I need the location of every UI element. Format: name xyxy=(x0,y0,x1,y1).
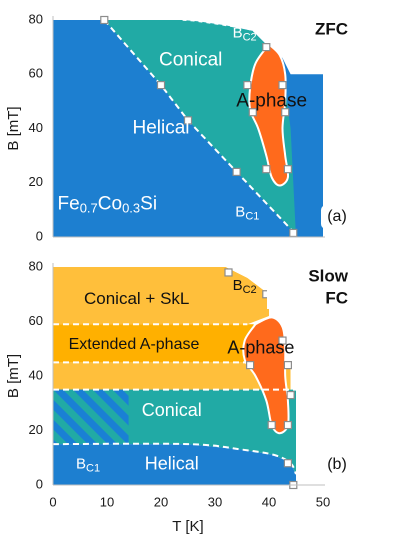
data-marker xyxy=(100,15,109,25)
boundary-label-c1: BC1 xyxy=(235,204,259,223)
compound-sub1: 0.7 xyxy=(80,201,98,216)
boundary-label-c2-base: B xyxy=(233,277,243,294)
boundary-label-c2-sub: C2 xyxy=(243,284,257,296)
data-marker xyxy=(278,336,287,345)
extended-a-phase-region xyxy=(53,324,269,363)
boundary-label-c2-base: B xyxy=(233,25,243,42)
bc2-line xyxy=(182,19,270,48)
region-label-conical: Conical xyxy=(142,400,202,420)
data-marker xyxy=(246,361,255,370)
x-tick-label: 10 xyxy=(100,494,114,509)
corner-label-box xyxy=(267,265,327,309)
y-tick-label: 80 xyxy=(29,11,43,26)
x-tick-label: 20 xyxy=(154,494,168,509)
boundary-label-c2: BC2 xyxy=(233,25,257,44)
corner-label: Slow xyxy=(308,266,348,285)
paramagnetic-region-low xyxy=(296,389,323,485)
x-tick-label: 30 xyxy=(208,494,222,509)
data-marker xyxy=(156,80,166,90)
y-tick-label: 0 xyxy=(36,476,43,491)
y-tick-label: 80 xyxy=(29,258,43,273)
data-marker xyxy=(262,43,271,52)
x-tick-label: 40 xyxy=(262,494,276,509)
region-label-conical: Conical xyxy=(159,50,222,71)
x-tick-label: 0 xyxy=(49,494,56,509)
panel-label-box xyxy=(321,205,353,229)
boundary-label-c1: BC1 xyxy=(76,456,100,475)
corner-label-box xyxy=(267,18,327,42)
region-label-helical: Helical xyxy=(145,453,199,473)
corner-label: ZFC xyxy=(315,19,348,38)
x-tick-label: 50 xyxy=(316,494,330,509)
data-marker xyxy=(283,459,292,468)
a-phase-region xyxy=(242,316,290,435)
skl-region xyxy=(53,267,269,325)
region-label-skl: Conical + SkL xyxy=(84,289,189,308)
y-tick-label: 0 xyxy=(36,228,43,243)
data-marker xyxy=(262,165,271,174)
panel-label: (a) xyxy=(327,208,347,225)
data-marker xyxy=(224,268,233,277)
data-marker xyxy=(283,420,292,430)
compound-sub2: 0.3 xyxy=(122,201,140,216)
data-marker xyxy=(248,108,257,117)
y-axis-label: B [mT] xyxy=(5,354,22,398)
region-label-extended: Extended A-phase xyxy=(69,336,200,353)
compound-end: Si xyxy=(140,193,157,214)
panel-label-box xyxy=(321,453,353,477)
y-axis-label: B [mT] xyxy=(5,106,22,150)
y-tick-label: 40 xyxy=(29,120,43,135)
x-axis-label: T [K] xyxy=(172,518,203,535)
boundary-label-c1-base: B xyxy=(235,204,245,221)
data-marker xyxy=(183,116,193,125)
data-marker xyxy=(267,420,276,430)
data-marker xyxy=(289,228,298,238)
paramagnetic-region-mid xyxy=(290,316,323,390)
data-marker xyxy=(232,167,241,176)
compound-base: Fe xyxy=(58,193,80,214)
corner-label: FC xyxy=(325,288,348,307)
y-tick-label: 40 xyxy=(29,367,43,382)
boundary-label-c1-base: B xyxy=(76,456,86,473)
data-marker xyxy=(281,108,290,117)
boundary-label-c1-sub: C1 xyxy=(245,210,259,222)
hatched-region xyxy=(53,389,129,445)
y-tick-label: 60 xyxy=(29,66,43,81)
compound-mid: Co xyxy=(98,193,122,214)
boundary-label-c2-sub: C2 xyxy=(243,31,257,43)
data-marker xyxy=(286,390,295,400)
data-marker xyxy=(283,361,292,370)
y-tick-label: 20 xyxy=(29,174,43,189)
data-marker xyxy=(283,165,292,174)
boundary-label-c1-sub: C1 xyxy=(86,462,100,474)
y-tick-label: 20 xyxy=(29,422,43,437)
helical-region xyxy=(53,444,296,485)
compound-label: Fe0.7Co0.3Si xyxy=(58,193,158,215)
boundary-label-c2: BC2 xyxy=(233,277,257,296)
region-label-a_phase: A-phase xyxy=(236,90,307,111)
data-marker xyxy=(243,80,252,90)
data-marker xyxy=(278,80,287,90)
panel-label: (b) xyxy=(327,456,347,473)
region-label-a_phase: A-phase xyxy=(227,338,294,358)
y-tick-label: 60 xyxy=(29,313,43,328)
region-label-helical: Helical xyxy=(132,118,189,139)
